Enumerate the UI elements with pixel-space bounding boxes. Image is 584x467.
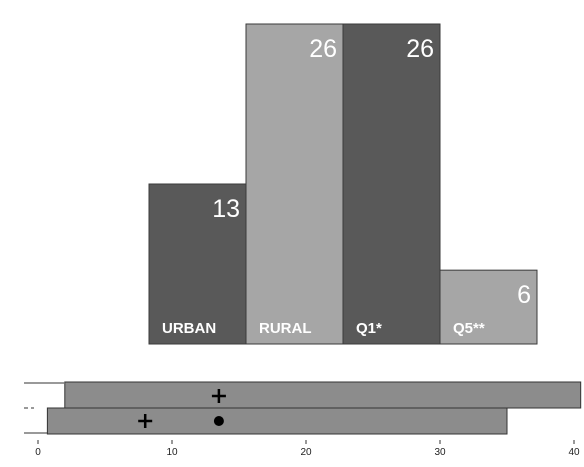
x-tick-label-1: 10 <box>166 447 178 458</box>
x-tick-label-0: 0 <box>35 447 41 458</box>
bar-3 <box>439 269 538 345</box>
plus-marker-1 <box>138 414 153 428</box>
bar-1 <box>245 23 344 345</box>
bar-category-label-3: Q5** <box>453 320 485 337</box>
bar-category-label-1: RURAL <box>259 320 312 337</box>
bar-category-label-0: URBAN <box>162 320 216 337</box>
bar-category-label-2: Q1* <box>356 320 382 337</box>
dot-marker-1 <box>213 416 224 426</box>
bar-0 <box>148 183 247 345</box>
bar-value-label-2: 26 <box>406 35 434 63</box>
bar-chart: 13 URBAN 26 RURAL 26 Q1* 6 Q5** <box>148 23 538 345</box>
x-tick-label-2: 20 <box>300 447 312 458</box>
x-tick-label-4: 40 <box>568 447 580 458</box>
range-chart: 0 10 20 30 40 <box>24 381 582 458</box>
range-bar-1 <box>46 407 508 435</box>
bar-value-label-0: 13 <box>212 195 240 223</box>
bar-value-label-1: 26 <box>309 35 337 63</box>
plus-marker-0 <box>211 389 226 403</box>
x-tick-label-3: 30 <box>434 447 446 458</box>
bar-2 <box>342 23 441 345</box>
bar-value-label-3: 6 <box>517 281 531 309</box>
range-bar-0 <box>64 381 582 409</box>
